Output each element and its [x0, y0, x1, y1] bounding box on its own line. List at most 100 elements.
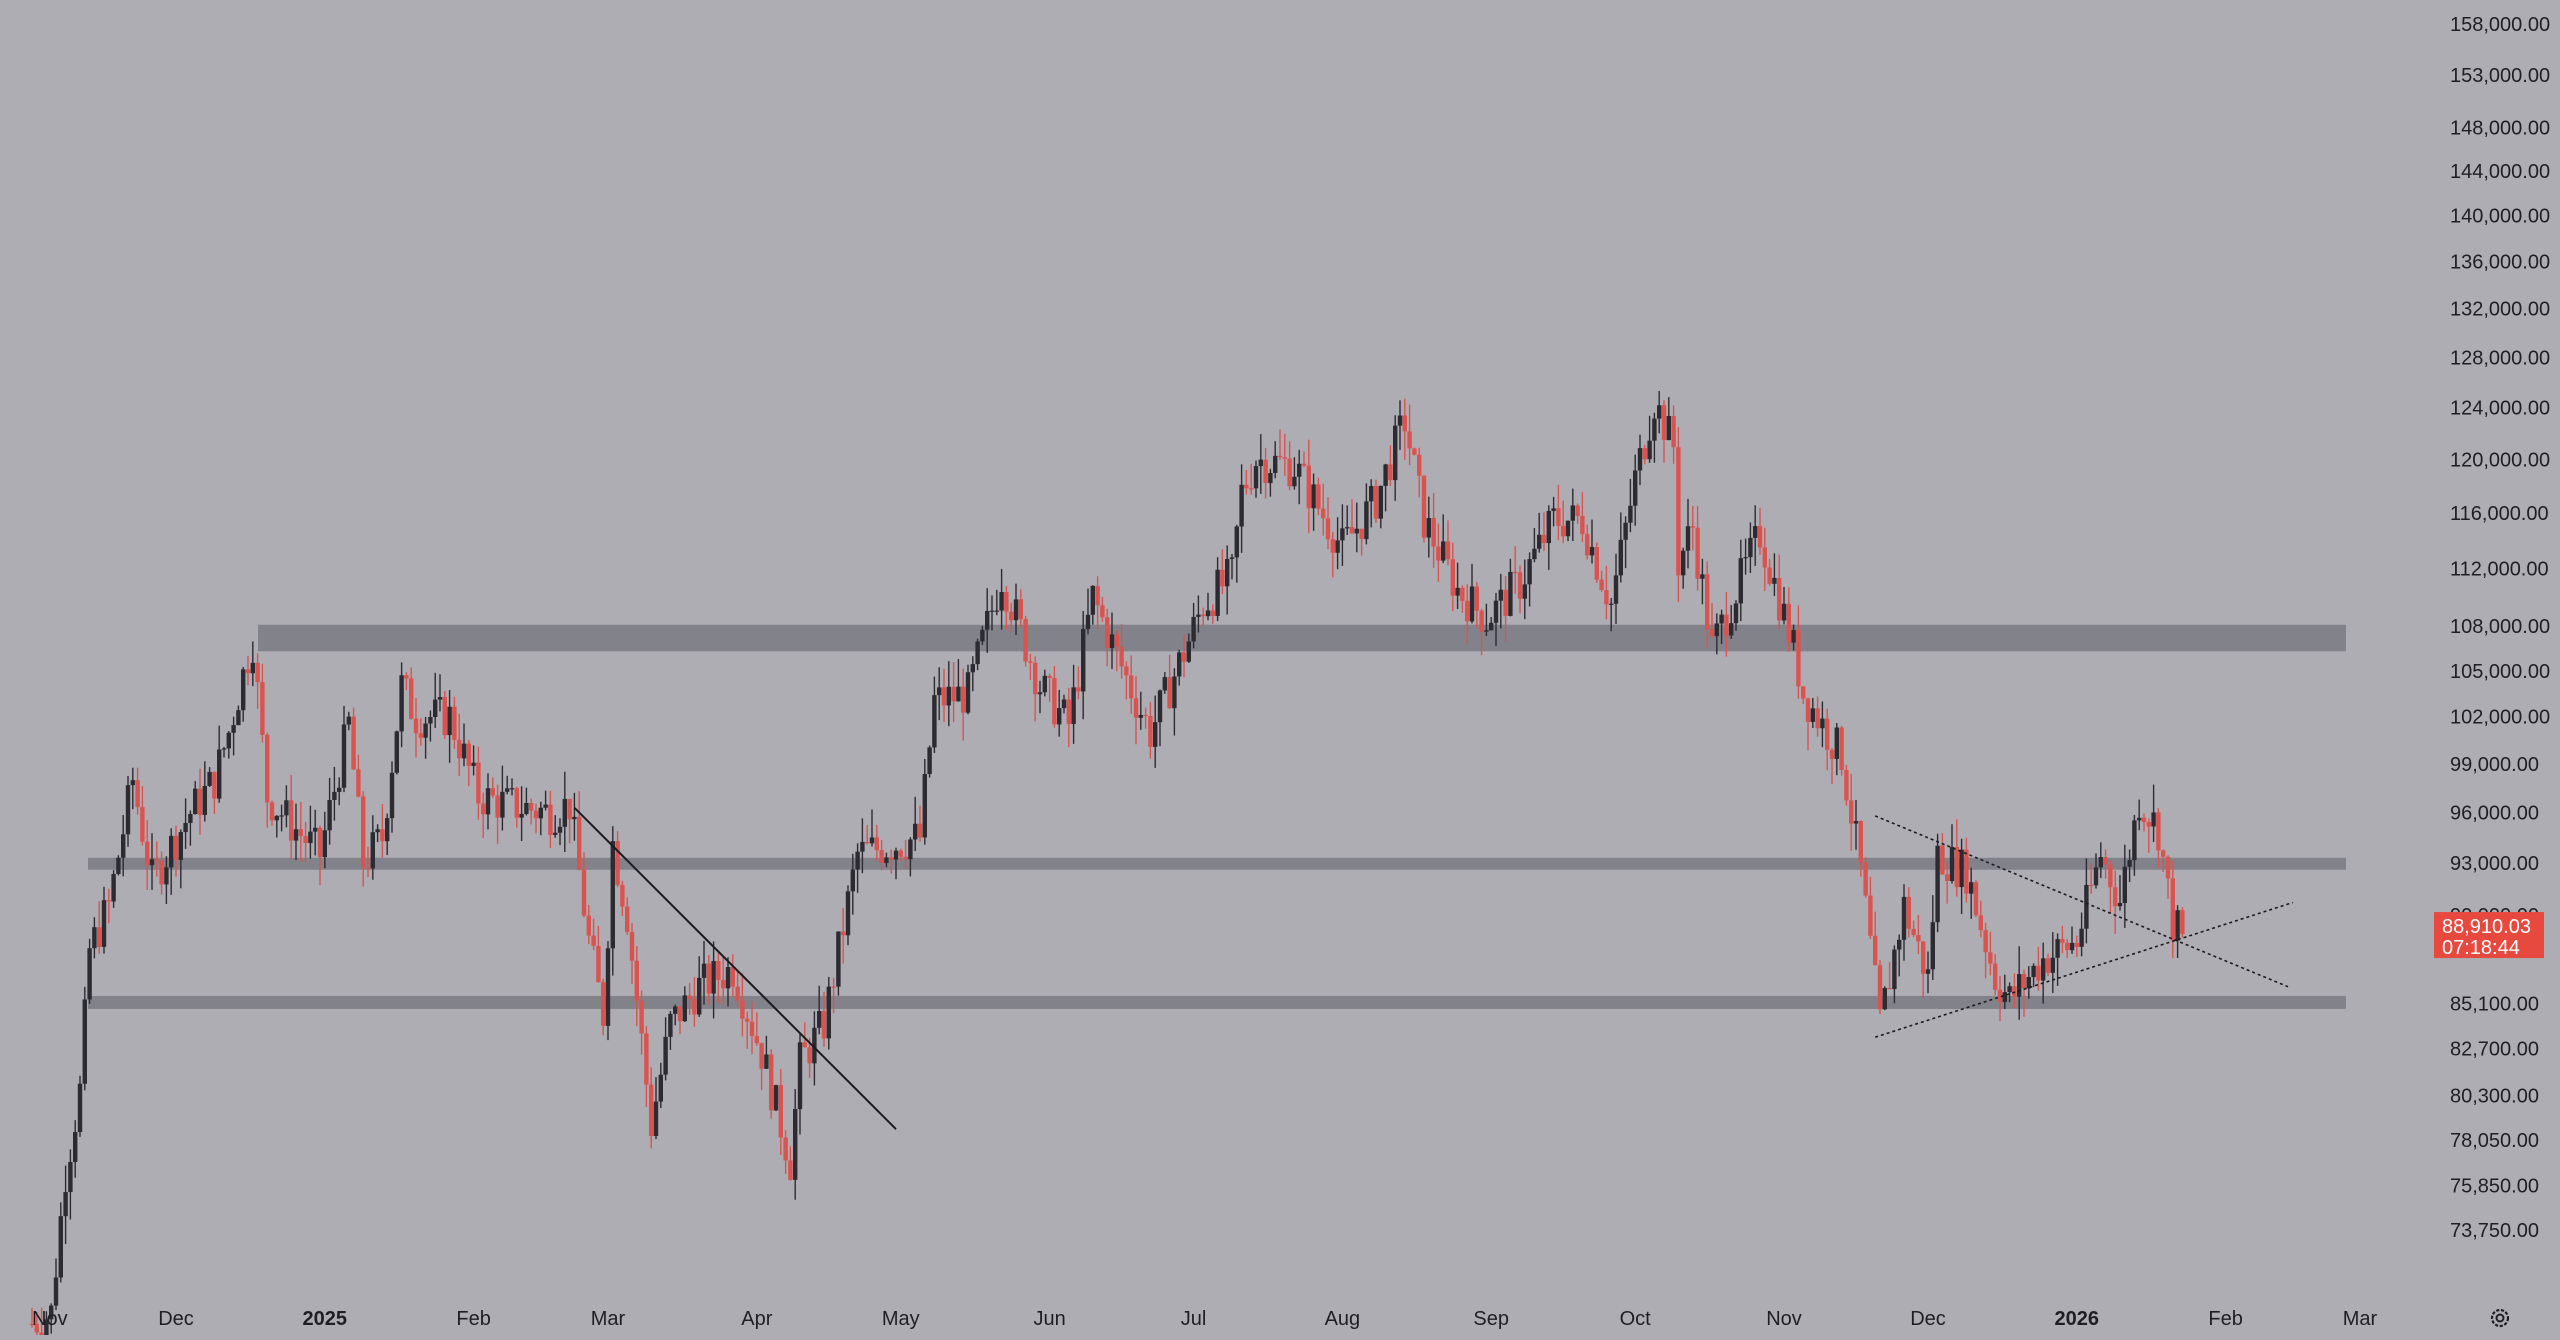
candle-body: [1609, 603, 1614, 605]
candle-body: [394, 731, 399, 773]
candle: [169, 828, 174, 895]
candle-body: [1325, 518, 1331, 540]
candle-body: [1637, 448, 1643, 471]
candle: [1877, 959, 1883, 1015]
candle-body: [1364, 501, 1369, 540]
candle: [1431, 493, 1436, 569]
candle: [1493, 592, 1499, 646]
candle: [1925, 951, 1931, 994]
candle-body: [951, 686, 956, 702]
candle-body: [682, 995, 687, 1022]
candle: [1378, 485, 1383, 529]
candle: [764, 1035, 769, 1070]
candle-body: [1239, 484, 1244, 527]
candle: [1613, 553, 1619, 624]
candle: [1143, 707, 1148, 729]
candle: [303, 821, 308, 864]
candle: [1498, 573, 1503, 629]
candle: [1570, 488, 1575, 542]
candle-body: [788, 1160, 793, 1180]
candle-body: [130, 780, 135, 786]
candle-body: [442, 697, 447, 736]
candle: [985, 588, 990, 653]
candle: [1642, 444, 1647, 465]
gear-icon[interactable]: [2490, 1308, 2510, 1328]
candle: [817, 985, 822, 1035]
candle: [2093, 853, 2099, 889]
candle: [1873, 911, 1878, 966]
candle: [1589, 519, 1595, 564]
dotted-trendline: [1874, 901, 2294, 1038]
candle-body: [1791, 630, 1796, 643]
candle: [245, 655, 251, 686]
candle: [212, 771, 217, 814]
candle-body: [1033, 662, 1038, 695]
candle-body: [855, 851, 860, 870]
y-tick-label: 82,700.00: [2450, 1039, 2539, 1061]
candle-body: [101, 900, 107, 947]
candle: [869, 809, 875, 847]
candle-body: [1633, 470, 1638, 506]
candle-body: [1186, 641, 1191, 662]
x-tick-label: Feb: [456, 1308, 490, 1330]
candle-body: [1671, 415, 1676, 448]
candle: [1911, 920, 1916, 937]
candle-body: [1666, 415, 1671, 441]
candle: [625, 897, 630, 935]
candle: [581, 852, 587, 918]
candle: [1057, 689, 1062, 737]
candle: [265, 732, 270, 828]
candle-body: [1436, 546, 1441, 561]
candle: [1561, 500, 1566, 544]
candle: [2161, 849, 2166, 872]
candle-body: [1018, 599, 1023, 620]
candle: [173, 825, 179, 877]
last-price-value: 88,910.03: [2442, 916, 2531, 938]
candle-body: [241, 669, 246, 711]
candle-body: [658, 1074, 663, 1102]
candle: [557, 818, 563, 846]
y-tick-label: 158,000.00: [2450, 14, 2550, 36]
candle: [356, 754, 361, 798]
candle-body: [2156, 812, 2161, 851]
candle-body: [1921, 941, 1926, 974]
time-axis[interactable]: Nov Dec 2025 Feb Mar Apr May Jun Jul Aug Sep Oct Nov…: [32, 1308, 2378, 1330]
candle-body: [1196, 614, 1201, 617]
candle: [961, 668, 966, 741]
candle: [2065, 939, 2070, 959]
candle: [1633, 454, 1638, 526]
candle: [773, 1084, 779, 1112]
candle-body: [370, 832, 375, 869]
candle: [682, 986, 687, 1022]
candle-body: [1949, 847, 1955, 882]
candle: [1061, 694, 1067, 714]
candle-body: [332, 791, 337, 800]
candle: [346, 711, 351, 731]
candle: [1810, 697, 1815, 728]
candle: [241, 666, 246, 722]
candle-body: [783, 1137, 788, 1161]
candle-body: [2141, 817, 2147, 823]
candle: [1417, 447, 1422, 498]
candle-body: [116, 857, 121, 875]
candle-body: [1441, 541, 1446, 561]
y-tick-label: 128,000.00: [2450, 347, 2550, 369]
candle-body: [701, 963, 707, 978]
candle: [1129, 655, 1134, 714]
candle: [1757, 507, 1763, 555]
candle-body: [351, 716, 356, 770]
candle: [697, 956, 702, 1017]
candle-body: [615, 841, 620, 885]
candle: [495, 784, 500, 845]
price-axis[interactable]: 158,000.00 153,000.00 148,000.00 144,000.00…: [2450, 14, 2550, 1242]
candle-body: [121, 834, 126, 858]
candle-body: [1503, 589, 1508, 616]
candle-body: [221, 748, 227, 750]
candle: [1628, 478, 1633, 533]
candle: [1935, 833, 1940, 933]
candle: [980, 625, 985, 645]
candle-body: [505, 788, 510, 792]
candle-body: [932, 695, 937, 748]
